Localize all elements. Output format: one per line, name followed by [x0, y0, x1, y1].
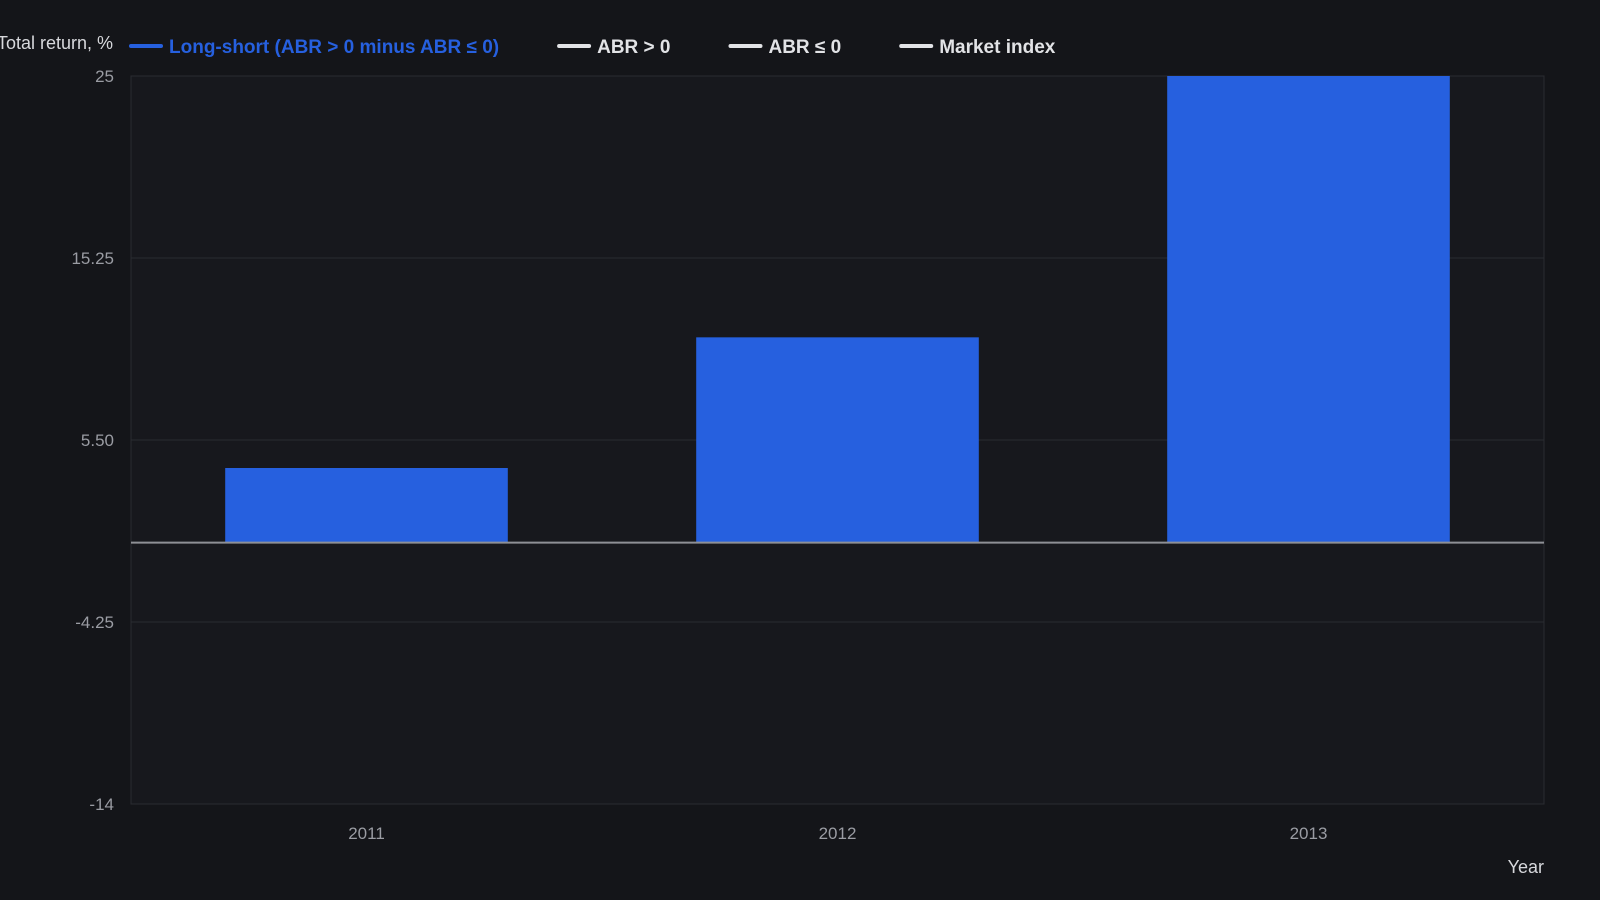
legend-item[interactable]: ABR ≤ 0: [728, 37, 841, 58]
bar-2011: [225, 468, 508, 543]
legend-item[interactable]: Long-short (ABR > 0 minus ABR ≤ 0): [129, 37, 499, 58]
legend: Long-short (ABR > 0 minus ABR ≤ 0) ABR > …: [129, 37, 1056, 58]
x-tick-label: 2011: [348, 824, 385, 843]
legend-label: ABR ≤ 0: [768, 37, 841, 58]
x-tick-label: 2013: [1290, 824, 1328, 843]
y-axis-ticks: 25 15.25 5.50 -4.25 -14: [71, 67, 114, 814]
y-tick-label: 25: [95, 67, 114, 86]
legend-item[interactable]: ABR > 0: [557, 37, 670, 58]
legend-label: Market index: [939, 37, 1056, 58]
x-axis-ticks: 2011 2012 2013: [348, 824, 1327, 843]
bar-2013: [1167, 76, 1450, 543]
x-tick-label: 2012: [819, 824, 857, 843]
x-axis-title: Year: [1508, 857, 1544, 877]
y-tick-label: -14: [89, 795, 114, 814]
legend-item[interactable]: Market index: [899, 37, 1056, 58]
y-tick-label: -4.25: [75, 613, 114, 632]
y-tick-label: 15.25: [71, 249, 114, 268]
y-axis-title: Total return, %: [0, 33, 113, 53]
bar-2012: [696, 337, 979, 543]
bars: [225, 76, 1450, 543]
legend-label: ABR > 0: [597, 37, 670, 58]
y-tick-label: 5.50: [81, 431, 114, 450]
legend-label: Long-short (ABR > 0 minus ABR ≤ 0): [169, 37, 499, 58]
